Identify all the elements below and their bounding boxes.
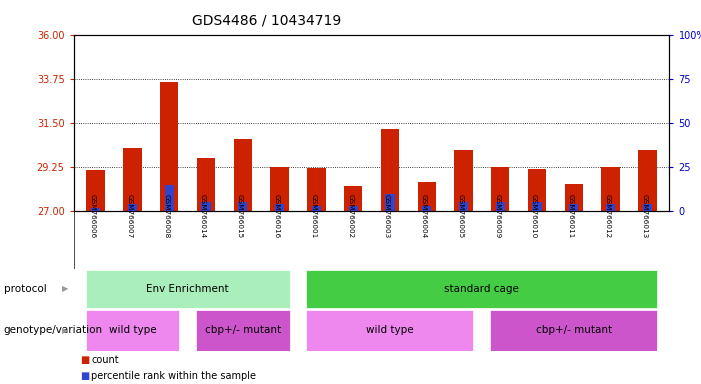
Text: ■: ■: [81, 371, 90, 381]
Bar: [306, 270, 658, 308]
Text: GSM766006: GSM766006: [90, 194, 95, 238]
Text: GSM766010: GSM766010: [531, 194, 537, 238]
Text: GSM766008: GSM766008: [163, 194, 169, 238]
Bar: [490, 310, 658, 351]
Bar: [91, 208, 100, 211]
Bar: [496, 202, 505, 211]
Bar: [86, 170, 105, 211]
Bar: [128, 204, 137, 211]
Bar: [638, 151, 657, 211]
Text: GSM766005: GSM766005: [458, 194, 463, 238]
Text: ▶: ▶: [62, 285, 69, 293]
Text: GSM766012: GSM766012: [604, 194, 611, 238]
Bar: [197, 158, 215, 211]
Bar: [165, 185, 174, 211]
Text: ▶: ▶: [62, 326, 69, 335]
Bar: [233, 139, 252, 211]
Bar: [569, 204, 578, 211]
Text: Env Enrichment: Env Enrichment: [147, 284, 229, 294]
Bar: [381, 129, 399, 211]
Text: GSM766013: GSM766013: [641, 194, 648, 238]
Bar: [201, 202, 210, 211]
Text: GSM766016: GSM766016: [273, 194, 280, 238]
Bar: [348, 206, 358, 211]
Bar: [196, 310, 290, 351]
Bar: [533, 202, 542, 211]
Bar: [606, 204, 615, 211]
Bar: [307, 168, 325, 211]
Bar: [160, 82, 179, 211]
Bar: [491, 167, 510, 211]
Bar: [86, 270, 290, 308]
Bar: [306, 310, 473, 351]
Text: cbp+/- mutant: cbp+/- mutant: [205, 325, 281, 335]
Bar: [418, 182, 436, 211]
Bar: [344, 186, 362, 211]
Bar: [459, 202, 468, 211]
Bar: [386, 194, 395, 211]
Text: standard cage: standard cage: [444, 284, 519, 294]
Text: ■: ■: [81, 355, 90, 365]
Text: GSM766014: GSM766014: [200, 194, 206, 238]
Bar: [238, 202, 247, 211]
Text: GSM766011: GSM766011: [568, 194, 574, 238]
Bar: [564, 184, 583, 211]
Bar: [123, 148, 142, 211]
Text: percentile rank within the sample: percentile rank within the sample: [91, 371, 256, 381]
Text: protocol: protocol: [4, 284, 46, 294]
Text: GDS4486 / 10434719: GDS4486 / 10434719: [192, 13, 341, 27]
Bar: [275, 204, 284, 211]
Bar: [528, 169, 546, 211]
Bar: [422, 206, 431, 211]
Bar: [86, 310, 179, 351]
Text: GSM766004: GSM766004: [421, 194, 427, 238]
Text: cbp+/- mutant: cbp+/- mutant: [536, 325, 612, 335]
Text: genotype/variation: genotype/variation: [4, 325, 102, 335]
Bar: [271, 167, 289, 211]
Bar: [312, 206, 321, 211]
Text: wild type: wild type: [366, 325, 414, 335]
Bar: [601, 167, 620, 211]
Text: GSM766002: GSM766002: [347, 194, 353, 238]
Text: GSM766001: GSM766001: [311, 194, 316, 238]
Bar: [454, 151, 472, 211]
Bar: [643, 204, 652, 211]
Text: GSM766007: GSM766007: [126, 194, 132, 238]
Text: GSM766009: GSM766009: [494, 194, 501, 238]
Text: GSM766003: GSM766003: [384, 194, 390, 238]
Text: GSM766015: GSM766015: [237, 194, 243, 238]
Text: count: count: [91, 355, 118, 365]
Text: wild type: wild type: [109, 325, 156, 335]
